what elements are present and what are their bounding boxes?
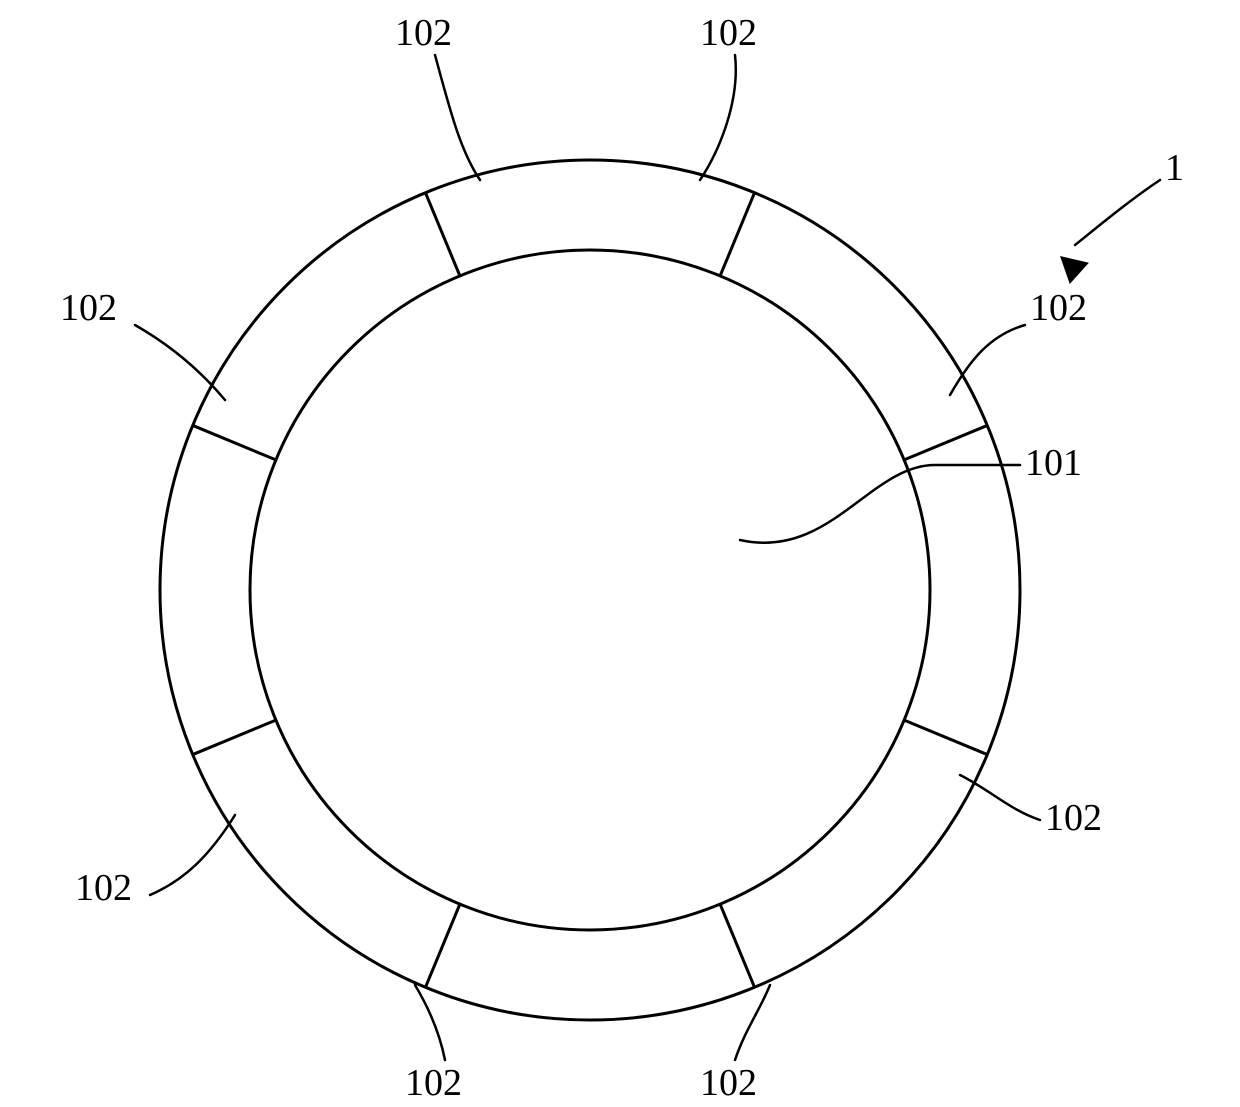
callout-label-seg-top-right: 102 — [700, 12, 757, 54]
callout-label-seg-bottom-left: 102 — [405, 1062, 462, 1104]
callout-label-seg-left-upper: 102 — [60, 287, 117, 329]
figure-number-label: 1 — [1165, 147, 1184, 189]
callout-label-seg-left-lower: 102 — [75, 867, 132, 909]
callout-label-inner-circle: 101 — [1025, 442, 1082, 484]
background — [0, 0, 1240, 1107]
callout-label-seg-top-left: 102 — [395, 12, 452, 54]
callout-label-seg-bottom-right: 102 — [700, 1062, 757, 1104]
diagram-canvas: 102 102 102 102 102 102 102 102 101 1 — [0, 0, 1240, 1107]
callout-label-seg-right-upper: 102 — [1030, 287, 1087, 329]
callout-label-seg-right-lower: 102 — [1045, 797, 1102, 839]
